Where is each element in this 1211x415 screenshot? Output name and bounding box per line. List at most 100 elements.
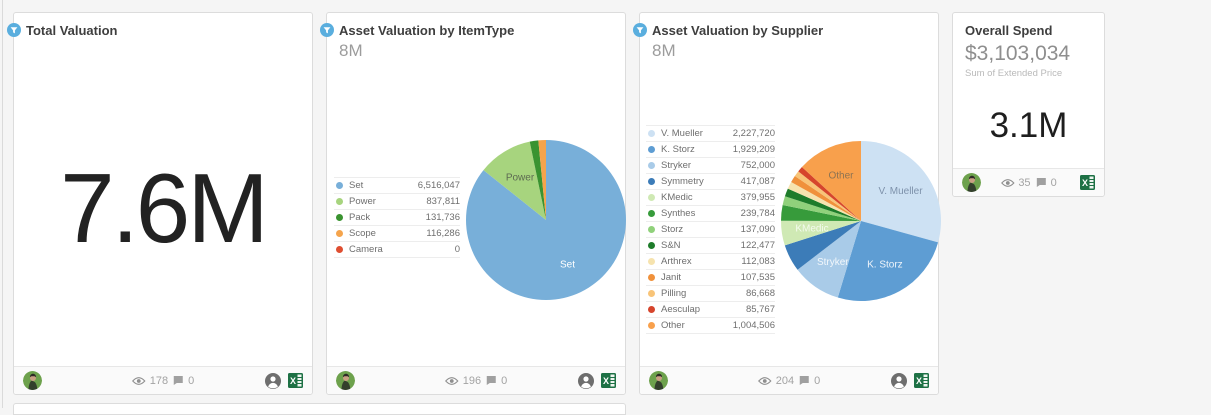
person-icon[interactable]: [891, 372, 907, 389]
legend-row-symmetry[interactable]: Symmetry 417,087: [646, 174, 775, 190]
person-icon[interactable]: [578, 372, 594, 389]
supplier-pie-chart: V. Mueller K. Storz Stryker KMedic Other: [780, 141, 941, 301]
legend-row-k-storz[interactable]: K. Storz 1,929,209: [646, 142, 775, 158]
views-metric: 35: [1000, 177, 1031, 189]
eye-icon: [1000, 178, 1015, 187]
pie-slice-synthes[interactable]: [781, 204, 861, 221]
person-icon[interactable]: [265, 372, 281, 389]
excel-export-icon[interactable]: X: [601, 373, 616, 388]
pie-slice-label: KMedic: [795, 224, 828, 235]
legend-row-synthes[interactable]: Synthes 239,784: [646, 206, 775, 222]
svg-text:X: X: [603, 376, 609, 386]
legend-row-power[interactable]: Power 837,811: [334, 194, 460, 210]
legend-label: Pack: [349, 212, 371, 223]
comments-metric: 0: [173, 375, 194, 387]
pie-slice-janit[interactable]: [791, 175, 861, 221]
legend-value: 86,668: [745, 288, 775, 299]
owner-avatar[interactable]: [23, 371, 42, 390]
tile-title: Asset Valuation by ItemType: [339, 23, 515, 38]
filter-icon[interactable]: [320, 23, 334, 37]
legend-value: 112,083: [741, 256, 775, 267]
legend-row-set[interactable]: Set 6,516,047: [334, 178, 460, 194]
page-left-divider: [2, 0, 3, 408]
owner-avatar[interactable]: [336, 371, 355, 390]
pie-slice-scope[interactable]: [538, 140, 546, 220]
legend-label: S&N: [661, 240, 681, 251]
legend-row-other[interactable]: Other 1,004,506: [646, 318, 775, 334]
tile-footer: 178 0 X: [14, 366, 312, 394]
filter-funnel-icon: [633, 23, 647, 37]
comment-icon: [1036, 178, 1046, 187]
legend-row-pilling[interactable]: Pilling 86,668: [646, 286, 775, 302]
excel-export-icon[interactable]: X: [914, 373, 929, 388]
legend-value: 1,929,209: [732, 144, 775, 155]
pie-slice-label: Set: [560, 260, 575, 271]
legend-row-aesculap[interactable]: Aesculap 85,767: [646, 302, 775, 318]
excel-export-icon[interactable]: X: [288, 373, 303, 388]
tile-title: Total Valuation: [26, 23, 118, 38]
comment-icon: [487, 376, 497, 385]
pie-slice-storz[interactable]: [782, 196, 861, 221]
pie-slice-pack[interactable]: [529, 140, 546, 220]
legend-value: 2,227,720: [732, 128, 775, 139]
pie-slice-power[interactable]: [483, 141, 546, 220]
pie-slice-aesculap[interactable]: [798, 167, 861, 221]
views-metric: 204: [758, 375, 794, 387]
total-valuation-value: 7.6M: [60, 153, 269, 263]
filter-icon[interactable]: [7, 23, 21, 37]
comment-icon: [800, 376, 810, 385]
legend-row-storz[interactable]: Storz 137,090: [646, 222, 775, 238]
legend-swatch: [648, 146, 655, 153]
pie-slice-s-n[interactable]: [784, 188, 861, 221]
tile-footer: 196 0 X: [327, 366, 625, 394]
owner-avatar[interactable]: [962, 173, 981, 192]
legend-label: K. Storz: [661, 144, 695, 155]
eye-icon: [132, 376, 146, 385]
pie-slice-pilling[interactable]: [794, 171, 861, 221]
legend-value: 1,004,506: [732, 320, 775, 331]
legend-swatch: [336, 230, 343, 237]
legend-label: Other: [661, 320, 685, 331]
pie-slice-symmetry[interactable]: [784, 221, 861, 270]
comments-metric: 0: [799, 375, 820, 387]
legend-row-stryker[interactable]: Stryker 752,000: [646, 158, 775, 174]
tile-footer: 35 0 X: [953, 168, 1104, 196]
avatar-image: [649, 371, 668, 390]
legend-label: Pilling: [661, 288, 687, 299]
legend-row-kmedic[interactable]: KMedic 379,955: [646, 190, 775, 206]
legend-row-camera[interactable]: Camera 0: [334, 242, 460, 258]
pie-slice-kmedic[interactable]: [780, 220, 861, 246]
pie-slice-stryker[interactable]: [797, 221, 861, 298]
svg-text:X: X: [1082, 178, 1088, 188]
filter-icon[interactable]: [633, 23, 647, 37]
excel-export-icon[interactable]: X: [1080, 175, 1095, 190]
pie-slice-k-storz[interactable]: [837, 221, 939, 301]
legend-row-v-mueller[interactable]: V. Mueller 2,227,720: [646, 126, 775, 142]
tile-metrics: 204 0: [758, 375, 820, 387]
legend-row-scope[interactable]: Scope 116,286: [334, 226, 460, 242]
pie-slice-label: K. Storz: [867, 260, 903, 271]
comments-count: 0: [501, 374, 508, 387]
legend-value: 239,784: [740, 208, 775, 219]
legend-swatch: [648, 226, 655, 233]
pie-slice-set[interactable]: [465, 140, 626, 300]
owner-avatar[interactable]: [649, 371, 668, 390]
overall-spend-value: 3.1M: [989, 106, 1068, 145]
legend-value: 107,535: [740, 272, 775, 283]
legend-swatch: [648, 178, 655, 185]
comments-metric: 0: [1036, 177, 1057, 189]
legend-row-s-n[interactable]: S&N 122,477: [646, 238, 775, 254]
tile-metrics: 35 0: [1000, 177, 1057, 189]
legend-swatch: [648, 274, 655, 281]
legend-row-pack[interactable]: Pack 131,736: [334, 210, 460, 226]
legend-row-arthrex[interactable]: Arthrex 112,083: [646, 254, 775, 270]
pie-slice-label: Power: [506, 173, 535, 184]
comments-metric: 0: [486, 375, 507, 387]
tile-total-label: 8M: [339, 41, 363, 60]
pie-slice-other[interactable]: [801, 141, 861, 221]
pie-slice-arthrex[interactable]: [787, 182, 861, 221]
pie-slice-v-mueller[interactable]: [861, 141, 941, 243]
legend-row-janit[interactable]: Janit 107,535: [646, 270, 775, 286]
legend-value: 6,516,047: [417, 180, 460, 191]
views-count: 178: [149, 374, 169, 387]
